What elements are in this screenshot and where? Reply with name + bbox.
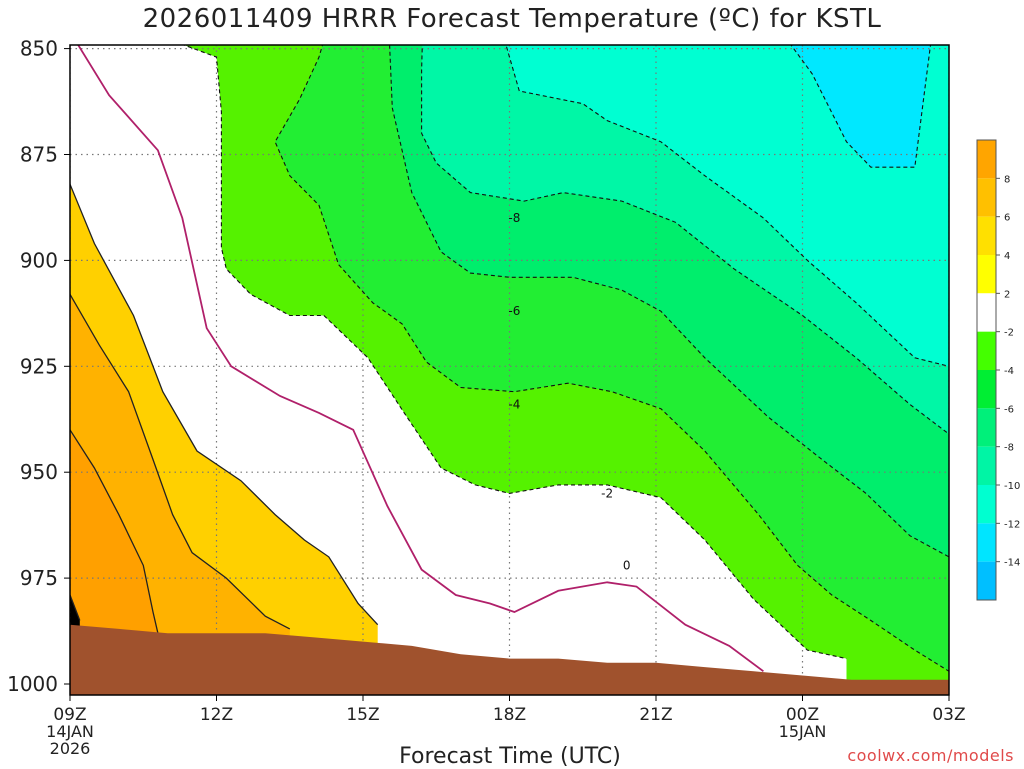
contour-label: -6 [508,304,520,318]
x-tick-sublabel: 2026 [50,739,91,758]
contour-label: -4 [508,397,520,411]
x-tick-label: 21Z [639,705,672,725]
contour-label: -8 [508,211,520,225]
x-tick-label: 03Z [932,705,965,725]
colorbar-bin [977,255,996,294]
contour-line [70,293,291,630]
contour-line [70,429,159,634]
x-tick-sublabel: 14JAN [46,722,94,741]
x-tick-label: 09Z [53,705,86,725]
colorbar-bin [977,561,996,600]
colorbar-bin [977,331,996,370]
y-tick-label: 1000 [7,672,58,696]
chart-title: 2026011409 HRRR Forecast Temperature (ºC… [142,4,882,34]
x-tick-label: 00Z [786,705,819,725]
x-tick-label: 18Z [493,705,526,725]
x-tick-label: 15Z [346,705,379,725]
temperature-fill-layer [70,45,949,695]
colorbar-label: 4 [1004,251,1010,262]
colorbar-label: -8 [1004,443,1014,454]
colorbar-bin [977,408,996,447]
colorbar-bin [977,370,996,409]
y-axis: 7257507758008258508759009259509751000 [7,37,70,696]
colorbar-bin [977,523,996,562]
contour-label: -2 [601,486,613,500]
contour-layer [70,45,949,673]
colorbar-label: -2 [1004,328,1014,339]
x-tick-sublabel: 15JAN [779,722,827,741]
y-tick-label: 975 [20,566,58,590]
colorbar: 8 6 4 2 -2 -4 -6 -8 -10 -12 -14 [976,139,1020,601]
colorbar-label: -12 [1004,519,1020,530]
contour-line [389,45,949,558]
contour-label-layer: -8 -6 -4 -2 0 [508,211,630,572]
y-tick-label: 875 [20,143,58,167]
contour-label: 0 [623,558,631,572]
contour-line [421,45,949,435]
colorbar-bin [977,293,996,332]
contour-line [505,45,949,367]
colorbar-label: 8 [1004,174,1010,185]
colorbar-label: 6 [1004,213,1010,224]
colorbar-bin [977,140,996,179]
grid-layer [70,45,949,695]
x-tick-label: 12Z [200,705,233,725]
contour-line [790,45,932,168]
colorbar-label: 2 [1004,289,1010,300]
source-credit: coolwx.com/models [847,746,1014,765]
y-tick-label: 925 [20,354,58,378]
contour-line [274,45,949,672]
colorbar-label: -6 [1004,404,1014,415]
colorbar-bin [977,216,996,255]
contour-line [70,594,81,621]
ground-surface [70,624,949,695]
colorbar-label: -14 [1004,558,1020,569]
x-axis-title: Forecast Time (UTC) [399,744,621,769]
contour-line [70,183,379,626]
y-tick-label: 850 [20,37,58,61]
colorbar-bin [977,485,996,524]
colorbar-bin [977,178,996,217]
y-tick-label: 900 [20,248,58,272]
contour-line [77,45,764,673]
colorbar-bin [977,446,996,485]
colorbar-label: -4 [1004,366,1014,377]
colorbar-label: -10 [1004,481,1020,492]
y-tick-label: 950 [20,460,58,484]
ground-layer [70,624,949,695]
contour-line [182,45,847,660]
